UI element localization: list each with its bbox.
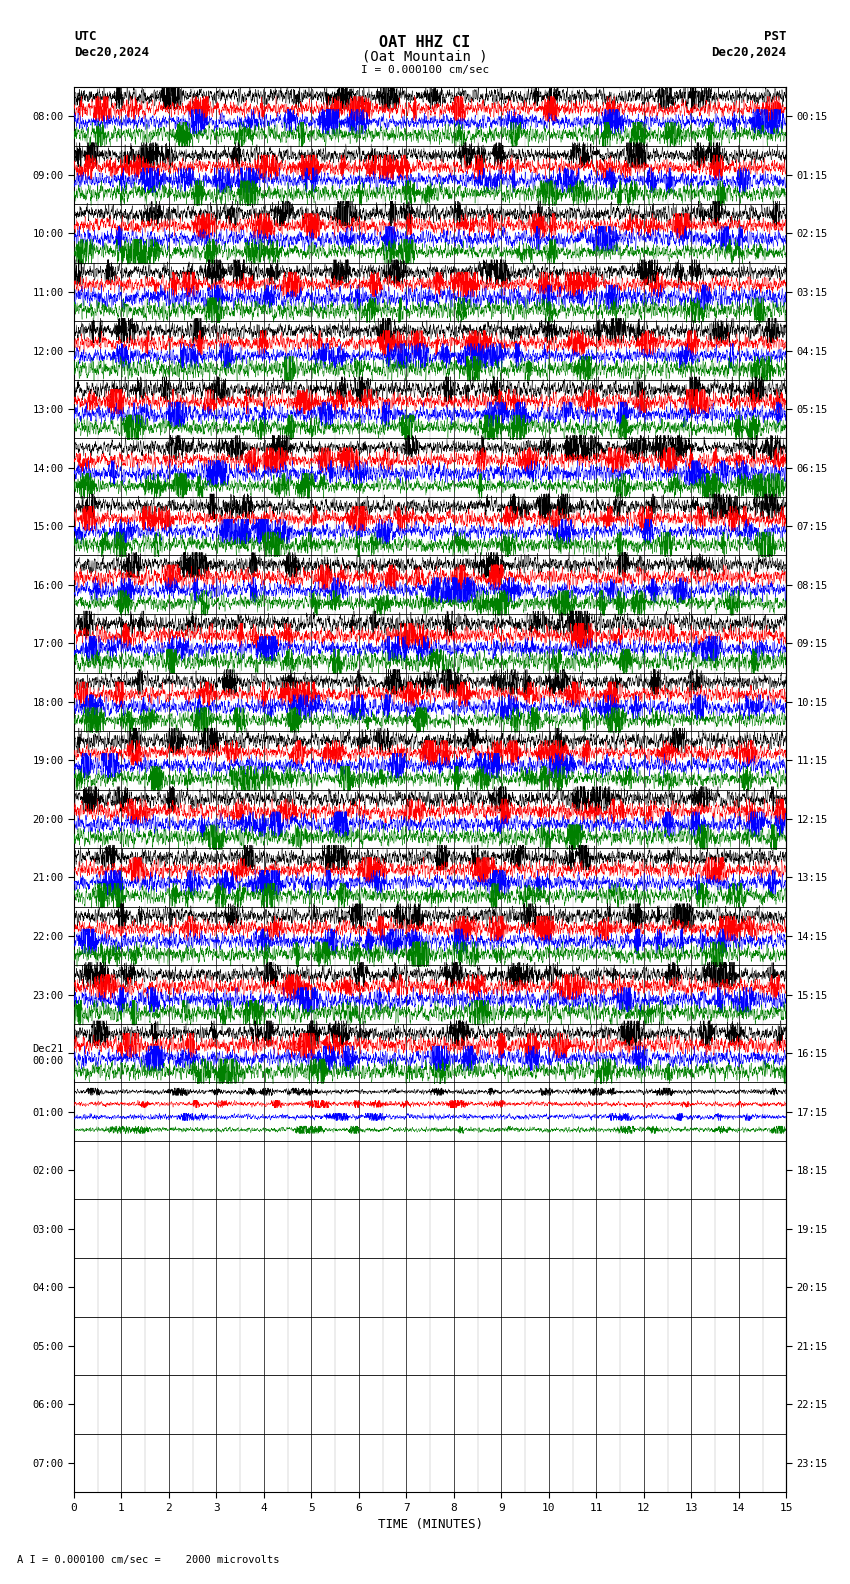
Text: (Oat Mountain ): (Oat Mountain )	[362, 49, 488, 63]
Text: OAT HHZ CI: OAT HHZ CI	[379, 35, 471, 49]
Text: Dec20,2024: Dec20,2024	[74, 46, 149, 59]
Text: Dec20,2024: Dec20,2024	[711, 46, 786, 59]
X-axis label: TIME (MINUTES): TIME (MINUTES)	[377, 1517, 483, 1532]
Text: UTC: UTC	[74, 30, 96, 43]
Text: PST: PST	[764, 30, 786, 43]
Text: A I = 0.000100 cm/sec =    2000 microvolts: A I = 0.000100 cm/sec = 2000 microvolts	[17, 1555, 280, 1565]
Text: I = 0.000100 cm/sec: I = 0.000100 cm/sec	[361, 65, 489, 74]
